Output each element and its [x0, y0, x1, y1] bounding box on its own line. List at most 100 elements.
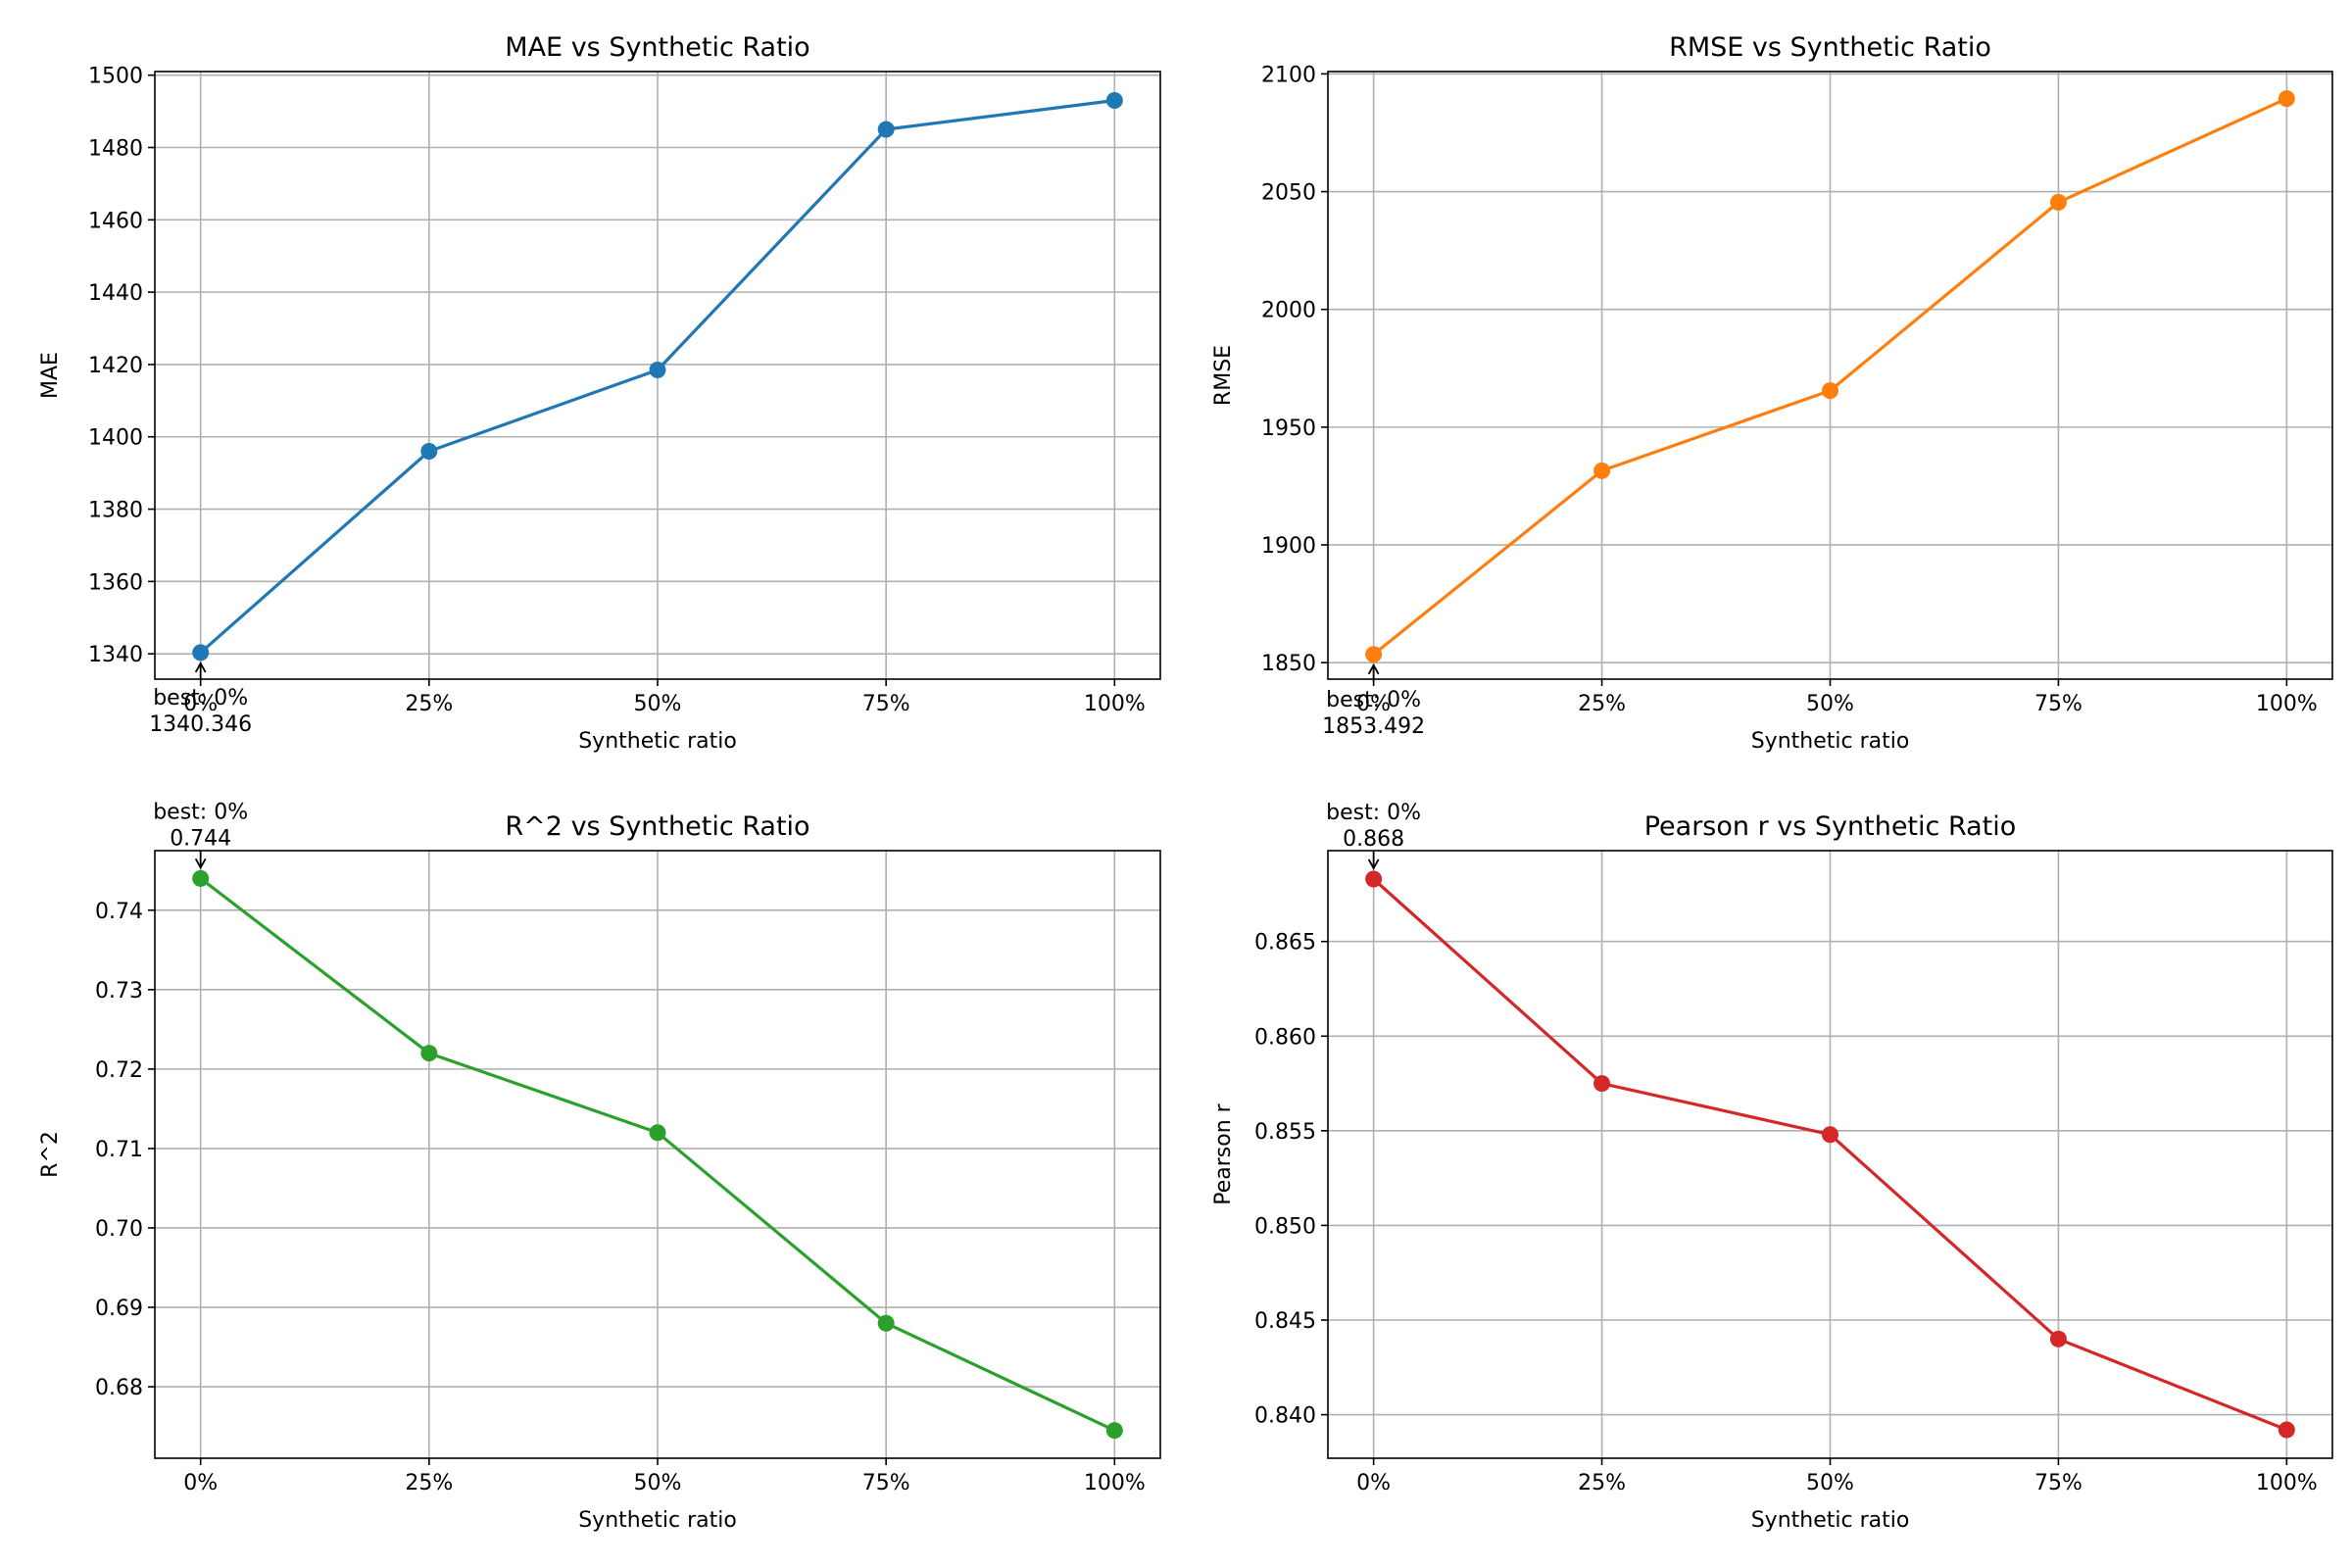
data-point	[649, 361, 666, 378]
y-tick-label: 0.70	[95, 1217, 143, 1242]
y-tick-label: 0.860	[1254, 1025, 1316, 1050]
data-point	[192, 869, 210, 887]
y-axis-label: Pearson r	[1211, 1102, 1236, 1204]
annotation-label: best: 0%	[1326, 688, 1421, 712]
y-tick-label: 2050	[1261, 181, 1316, 206]
data-point	[877, 121, 895, 138]
data-point	[1593, 1075, 1611, 1093]
x-axis-label: Synthetic ratio	[578, 729, 737, 754]
chart-title: RMSE vs Synthetic Ratio	[1669, 32, 1991, 63]
x-tick-label: 75%	[2034, 1471, 2082, 1495]
x-tick-label: 50%	[1806, 692, 1854, 716]
y-tick-label: 0.850	[1254, 1214, 1316, 1239]
data-point	[420, 1045, 438, 1062]
data-point	[649, 1124, 666, 1142]
y-tick-label: 0.865	[1254, 931, 1316, 956]
y-tick-label: 0.840	[1254, 1404, 1316, 1429]
y-tick-label: 0.73	[95, 979, 143, 1004]
subplot-3: 0.68 0.69 0.70 0.71 0.72 0.73 0.74 0% 25% 50% 75% 1…	[38, 800, 1161, 1533]
data-point	[2049, 1330, 2067, 1348]
y-tick-label: 0.74	[95, 900, 143, 924]
annotation-arrowhead	[1367, 858, 1380, 870]
y-tick-label: 1360	[88, 570, 143, 595]
x-tick-label: 0%	[183, 692, 218, 716]
y-axis-label: MAE	[38, 352, 63, 399]
x-tick-label: 75%	[2034, 692, 2082, 716]
data-point	[1822, 382, 1838, 400]
x-tick-label: 100%	[1084, 692, 1146, 716]
y-tick-label: 0.845	[1254, 1309, 1316, 1334]
x-axis-label: Synthetic ratio	[1751, 729, 1910, 754]
y-tick-label: 0.72	[95, 1058, 143, 1083]
data-point	[2278, 90, 2295, 108]
x-tick-label: 0%	[183, 1471, 218, 1495]
chart-title: R^2 vs Synthetic Ratio	[505, 811, 809, 842]
y-tick-label: 1500	[88, 65, 143, 89]
annotation-label: best: 0%	[153, 686, 248, 710]
data-point	[192, 644, 210, 662]
x-tick-label: 25%	[1578, 1471, 1626, 1495]
best-annotation: best: 0%0.744	[153, 800, 248, 870]
data-point	[1105, 92, 1123, 110]
annotation-arrowhead	[194, 858, 207, 870]
data-point	[2278, 1421, 2295, 1439]
x-tick-label: 25%	[1578, 692, 1626, 716]
x-tick-label: 0%	[1356, 1471, 1391, 1495]
y-tick-label: 0.69	[95, 1297, 143, 1321]
data-point	[877, 1314, 895, 1332]
annotation-arrowhead	[1367, 662, 1380, 675]
x-tick-label: 50%	[1806, 1471, 1854, 1495]
x-tick-label: 100%	[2256, 1471, 2318, 1495]
data-point	[1365, 870, 1383, 888]
chart-title: MAE vs Synthetic Ratio	[505, 32, 809, 63]
best-annotation: best: 0%1853.492	[1322, 662, 1425, 739]
subplot-2: 1850 1900 1950 2000 2050 2100 0% 25% 50% 75% 100% R…	[1211, 32, 2333, 754]
best-annotation: best: 0%1340.346	[149, 662, 252, 737]
data-point	[1105, 1422, 1123, 1440]
annotation-value: 1340.346	[149, 712, 252, 737]
y-tick-label: 1340	[88, 643, 143, 667]
y-tick-label: 0.71	[95, 1138, 143, 1162]
x-tick-label: 50%	[634, 1471, 682, 1495]
x-axis-label: Synthetic ratio	[578, 1508, 737, 1533]
y-tick-label: 1950	[1261, 416, 1316, 441]
x-axis-label: Synthetic ratio	[1751, 1508, 1910, 1533]
y-tick-label: 1460	[88, 209, 143, 233]
subplot-4: 0.840 0.845 0.850 0.855 0.860 0.865 0% 25% 50% 75…	[1211, 801, 2333, 1533]
y-tick-label: 2000	[1261, 299, 1316, 323]
y-tick-label: 1480	[88, 137, 143, 162]
y-tick-label: 0.68	[95, 1376, 143, 1400]
x-tick-label: 25%	[405, 1471, 453, 1495]
annotation-value: 1853.492	[1322, 714, 1425, 739]
annotation-label: best: 0%	[153, 800, 248, 824]
data-point	[1822, 1126, 1838, 1144]
y-axis-label: R^2	[38, 1131, 63, 1178]
x-tick-label: 100%	[1084, 1471, 1146, 1495]
annotation-value: 0.868	[1343, 827, 1404, 852]
data-point	[1365, 646, 1383, 663]
y-tick-label: 1400	[88, 426, 143, 451]
x-tick-label: 50%	[634, 692, 682, 716]
y-tick-label: 0.855	[1254, 1120, 1316, 1145]
y-axis-label: RMSE	[1211, 345, 1236, 406]
y-tick-label: 1440	[88, 281, 143, 306]
y-tick-label: 1850	[1261, 652, 1316, 676]
data-point	[1593, 462, 1611, 479]
x-tick-label: 100%	[2256, 692, 2318, 716]
annotation-arrowhead	[194, 662, 207, 673]
best-annotation: best: 0%0.868	[1326, 801, 1421, 870]
y-tick-label: 1380	[88, 499, 143, 523]
y-tick-label: 2100	[1261, 63, 1316, 87]
annotation-value: 0.744	[170, 826, 231, 851]
x-tick-label: 25%	[405, 692, 453, 716]
subplot-1: 1340 1360 1380 1400 1420 1440 1460 1480 1500 0% 25…	[38, 32, 1161, 754]
y-tick-label: 1420	[88, 354, 143, 378]
data-point	[2049, 193, 2067, 211]
x-tick-label: 0%	[1356, 692, 1391, 716]
chart-title: Pearson r vs Synthetic Ratio	[1644, 811, 2017, 842]
y-tick-label: 1900	[1261, 534, 1316, 559]
annotation-label: best: 0%	[1326, 801, 1421, 825]
x-tick-label: 75%	[862, 1471, 910, 1495]
data-point	[420, 443, 438, 460]
